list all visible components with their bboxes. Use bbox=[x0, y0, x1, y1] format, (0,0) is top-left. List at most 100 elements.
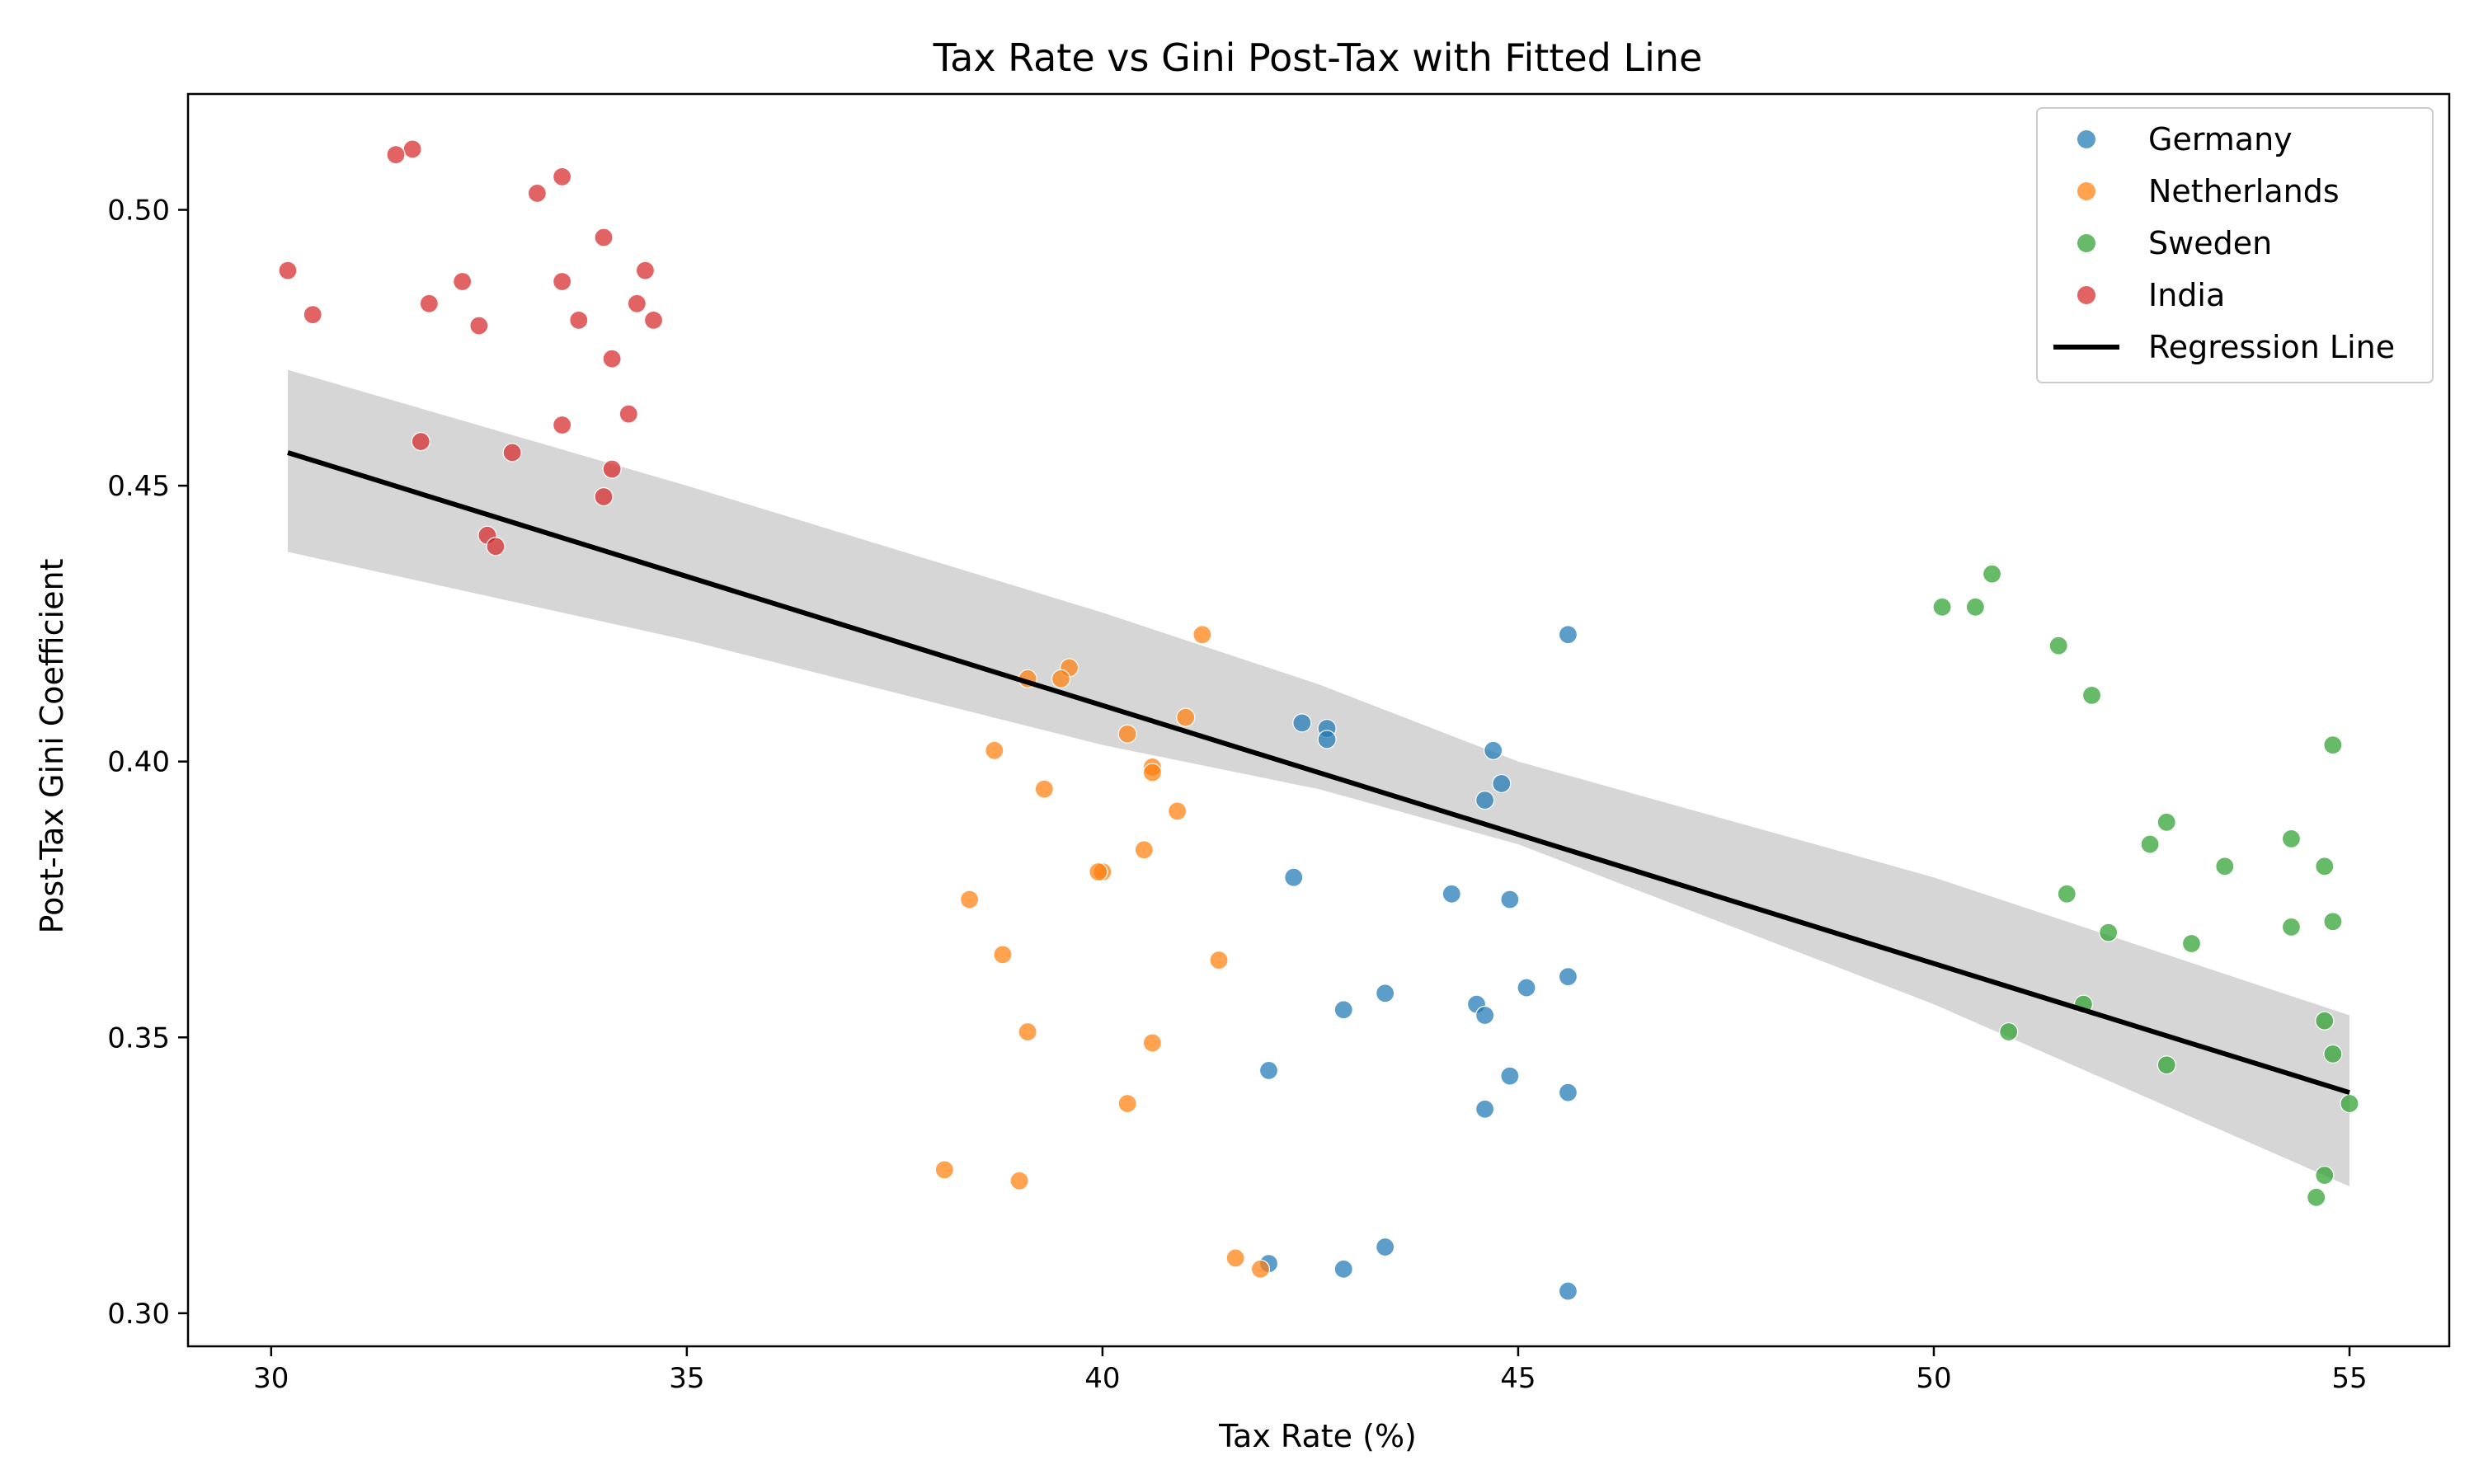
point-netherlands-6 bbox=[985, 740, 1004, 760]
point-netherlands-3 bbox=[1051, 669, 1071, 688]
point-netherlands-21 bbox=[1009, 1171, 1029, 1190]
point-india-19 bbox=[502, 443, 522, 463]
x-tick-label-35: 35 bbox=[669, 1362, 704, 1395]
point-germany-1 bbox=[1292, 713, 1312, 733]
point-india-4 bbox=[594, 228, 614, 247]
point-germany-20 bbox=[1376, 1237, 1395, 1257]
point-india-15 bbox=[602, 349, 622, 369]
point-india-21 bbox=[594, 486, 614, 507]
point-india-17 bbox=[553, 415, 572, 435]
confidence-band-layer bbox=[287, 369, 2350, 1186]
chart-title: Tax Rate vs Gini Post-Tax with Fitted Li… bbox=[933, 35, 1703, 80]
point-germany-18 bbox=[1558, 1082, 1578, 1102]
y-tick-label-3: 0.45 bbox=[107, 470, 170, 503]
point-germany-8 bbox=[1442, 884, 1461, 904]
point-netherlands-11 bbox=[1134, 840, 1154, 860]
point-sweden-11 bbox=[2057, 884, 2077, 904]
point-netherlands-17 bbox=[1018, 1021, 1037, 1042]
x-tick-label-55: 55 bbox=[2331, 1362, 2367, 1395]
point-netherlands-9 bbox=[1034, 779, 1054, 799]
x-tick-label-30: 30 bbox=[253, 1362, 289, 1395]
point-india-5 bbox=[278, 261, 298, 280]
legend-marker-germany bbox=[2077, 130, 2095, 148]
legend-label-regression-line: Regression Line bbox=[2148, 329, 2395, 365]
point-sweden-1 bbox=[1932, 597, 1952, 617]
point-india-10 bbox=[627, 294, 647, 313]
point-germany-19 bbox=[1475, 1099, 1495, 1119]
point-netherlands-19 bbox=[1117, 1093, 1137, 1114]
legend-marker-india bbox=[2077, 286, 2095, 304]
point-netherlands-20 bbox=[934, 1160, 954, 1180]
point-germany-11 bbox=[1517, 978, 1536, 998]
point-india-12 bbox=[569, 310, 589, 330]
point-germany-0 bbox=[1558, 625, 1578, 645]
legend-label-sweden: Sweden bbox=[2148, 225, 2272, 261]
point-india-8 bbox=[553, 271, 572, 292]
point-germany-3 bbox=[1317, 730, 1337, 749]
legend-marker-netherlands bbox=[2077, 182, 2095, 200]
point-netherlands-18 bbox=[1142, 1033, 1162, 1053]
legend-marker-sweden bbox=[2077, 234, 2095, 252]
plot-area bbox=[186, 92, 2451, 1348]
point-germany-22 bbox=[1333, 1259, 1353, 1279]
x-tick-label-50: 50 bbox=[1916, 1362, 1951, 1395]
y-tick-label-4: 0.50 bbox=[107, 195, 170, 228]
point-india-6 bbox=[635, 261, 656, 280]
point-india-7 bbox=[453, 271, 473, 292]
point-sweden-10 bbox=[2315, 857, 2335, 876]
legend-box bbox=[2036, 107, 2434, 383]
point-germany-6 bbox=[1475, 790, 1495, 810]
point-netherlands-23 bbox=[1250, 1259, 1271, 1279]
point-sweden-5 bbox=[2323, 735, 2343, 755]
point-india-1 bbox=[386, 145, 406, 165]
point-sweden-18 bbox=[1999, 1021, 2019, 1042]
point-netherlands-13 bbox=[1089, 862, 1108, 882]
point-germany-17 bbox=[1500, 1066, 1520, 1086]
point-netherlands-5 bbox=[1117, 724, 1137, 744]
y-axis: 0.30 0.35 0.40 0.45 0.50 bbox=[107, 195, 188, 1331]
point-netherlands-10 bbox=[1168, 801, 1188, 821]
point-sweden-15 bbox=[2181, 933, 2202, 954]
point-germany-4 bbox=[1484, 740, 1503, 760]
x-tick-label-45: 45 bbox=[1500, 1362, 1536, 1395]
point-india-16 bbox=[618, 404, 638, 424]
point-sweden-3 bbox=[2048, 636, 2068, 655]
point-sweden-19 bbox=[2323, 1044, 2343, 1064]
legend-label-india: India bbox=[2148, 277, 2225, 313]
point-netherlands-22 bbox=[1225, 1248, 1245, 1268]
point-india-13 bbox=[643, 310, 664, 330]
y-axis-label: Post-Tax Gini Coefficient bbox=[34, 559, 70, 934]
point-sweden-13 bbox=[2281, 917, 2302, 937]
point-sweden-14 bbox=[2099, 923, 2119, 942]
point-germany-23 bbox=[1558, 1281, 1578, 1301]
point-sweden-17 bbox=[2315, 1011, 2335, 1031]
legend: Germany Netherlands Sweden India Regression … bbox=[2036, 107, 2434, 383]
point-netherlands-14 bbox=[960, 890, 980, 909]
point-sweden-4 bbox=[2081, 685, 2102, 705]
y-tick-label-0: 0.30 bbox=[107, 1298, 170, 1331]
point-india-14 bbox=[469, 316, 489, 336]
point-netherlands-0 bbox=[1192, 625, 1212, 645]
point-india-9 bbox=[419, 294, 439, 313]
regression-line-layer bbox=[287, 450, 2350, 1096]
point-sweden-6 bbox=[2157, 812, 2176, 832]
point-sweden-20 bbox=[2157, 1055, 2176, 1075]
point-germany-16 bbox=[1258, 1060, 1279, 1081]
plot-frame bbox=[186, 92, 2451, 1348]
point-netherlands-8 bbox=[1142, 763, 1162, 782]
point-germany-7 bbox=[1284, 867, 1304, 887]
point-netherlands-4 bbox=[1176, 707, 1196, 727]
point-india-3 bbox=[527, 183, 547, 204]
point-sweden-12 bbox=[2323, 912, 2343, 932]
point-sweden-7 bbox=[2281, 829, 2302, 848]
point-india-0 bbox=[402, 139, 422, 159]
point-netherlands-15 bbox=[993, 945, 1013, 965]
point-india-20 bbox=[602, 459, 622, 479]
x-tick-label-40: 40 bbox=[1084, 1362, 1120, 1395]
point-sweden-2 bbox=[1965, 597, 1985, 617]
y-tick-label-2: 0.40 bbox=[107, 746, 170, 779]
point-india-23 bbox=[486, 537, 506, 556]
point-germany-15 bbox=[1475, 1005, 1495, 1026]
x-axis-label: Tax Rate (%) bbox=[1218, 1418, 1417, 1454]
point-india-11 bbox=[303, 305, 322, 325]
